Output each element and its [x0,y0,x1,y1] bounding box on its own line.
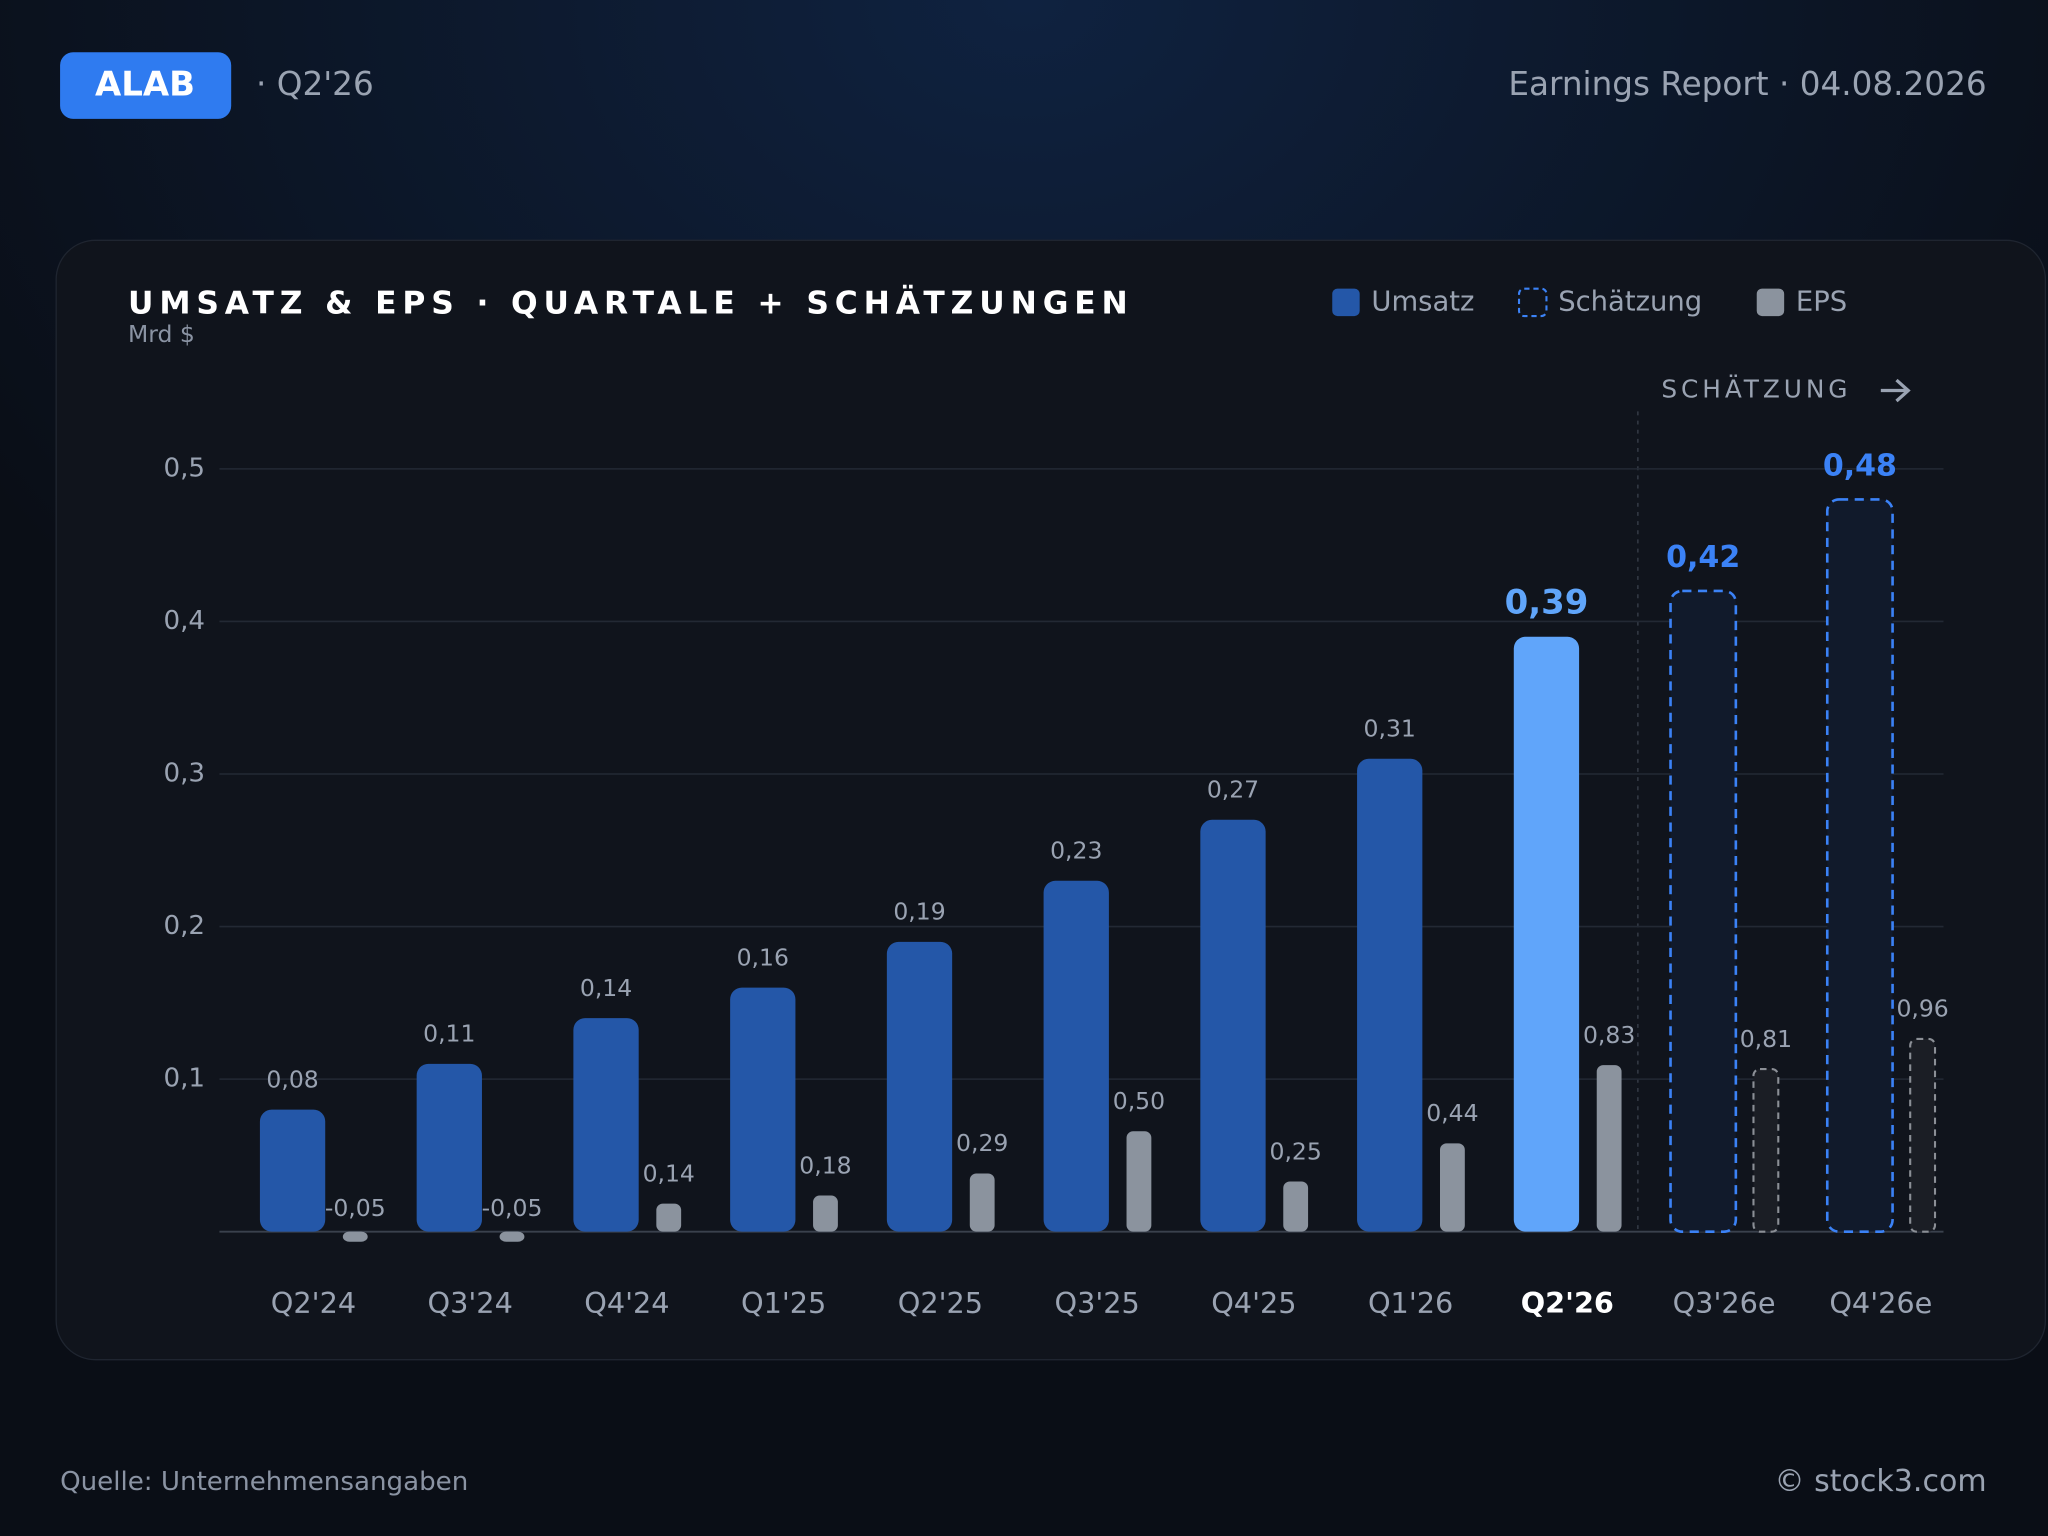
legend-swatch [1756,288,1785,317]
ticker: ALAB [95,65,195,105]
x-tick-label: Q4'24 [584,1286,669,1320]
chart-subtitle: Mrd $ [128,320,195,348]
estimate-annotation: SCHÄTZUNG [1661,375,1851,404]
eps-bar [1752,1068,1780,1233]
source: Quelle: Unternehmensangaben [60,1467,468,1497]
revenue-bar [1043,880,1109,1232]
legend-swatch [1332,288,1360,317]
revenue-bar [1825,498,1894,1233]
eps-bar [1283,1181,1309,1232]
eps-bar [342,1231,368,1242]
report-date: Earnings Report · 04.08.2026 [1508,65,1986,103]
arrow [1880,378,1911,403]
legend-swatch [1517,287,1548,318]
revenue-bar [730,987,796,1232]
revenue-bar [886,941,953,1232]
eps-bar [969,1173,995,1232]
value-label: -0,05 [482,1194,543,1222]
x-tick-label: Q2'24 [271,1286,356,1320]
value-label: 0,42 [1666,540,1740,575]
y-tick-label: 0,2 [164,911,206,941]
revenue-bar [1200,819,1266,1232]
y-tick-label: 0,5 [164,453,206,483]
value-label: 0,44 [1426,1099,1478,1127]
eps-bar [1440,1143,1465,1232]
x-tick-label: Q1'26 [1368,1286,1453,1320]
y-tick-label: 0,4 [164,606,206,636]
x-tick-label: Q3'25 [1054,1286,1139,1320]
period: · Q2'26 [256,65,374,103]
value-label: 0,14 [643,1159,695,1187]
revenue-bar [573,1018,639,1232]
value-label: 0,83 [1583,1021,1635,1049]
value-label: 0,31 [1364,715,1416,743]
value-label: 0,25 [1270,1137,1322,1165]
revenue-bar [416,1063,482,1232]
value-label: 0,16 [737,943,789,971]
revenue-bar [1669,589,1738,1233]
x-tick-label: Q3'26e [1673,1286,1776,1320]
y-tick-label: 0,1 [164,1064,206,1094]
legend-label: EPS [1796,287,1847,318]
eps-bar [1909,1037,1937,1233]
chart-title: UMSATZ & EPS · QUARTALE + SCHÄTZUNGEN [128,283,1134,321]
eps-bar [1596,1065,1622,1232]
plot: 0,1 0,2 0,3 0,4 0,5 Umsatz Schätzung EPS Q2'24 0,… [164,287,1949,1320]
brand: © stock3.com [1775,1464,1987,1499]
x-tick-label: Q2'25 [898,1286,983,1320]
eps-bar [1126,1131,1152,1232]
value-label: 0,08 [266,1065,318,1093]
x-tick-label: Q4'25 [1211,1286,1296,1320]
value-label: 0,19 [893,898,945,926]
revenue-bar [259,1109,326,1232]
ticker-badge [60,52,232,119]
value-label: 0,81 [1740,1025,1792,1053]
value-label: 0,18 [799,1151,851,1179]
value-label: 0,27 [1207,776,1259,804]
x-tick-label: Q2'26 [1521,1286,1614,1320]
value-label: 0,29 [956,1129,1008,1157]
eps-bar [813,1195,838,1232]
x-tick-label: Q4'26e [1829,1286,1932,1320]
x-tick-label: Q3'24 [428,1286,513,1320]
revenue-bar [1357,758,1423,1232]
legend-label: Schätzung [1558,287,1702,318]
value-label: 0,50 [1113,1087,1165,1115]
value-label: 0,23 [1050,837,1102,865]
x-tick-label: Q1'25 [741,1286,826,1320]
legend-label: Umsatz [1371,287,1474,318]
value-label: 0,11 [423,1020,475,1048]
value-label: -0,05 [325,1194,386,1222]
value-label: 0,48 [1823,448,1897,483]
eps-bar [656,1203,682,1232]
value-label: 0,96 [1896,995,1948,1023]
eps-bar [499,1231,525,1242]
revenue-bar [1513,636,1580,1232]
y-tick-label: 0,3 [164,759,206,789]
value-label: 0,14 [580,974,632,1002]
value-label: 0,39 [1505,583,1589,623]
